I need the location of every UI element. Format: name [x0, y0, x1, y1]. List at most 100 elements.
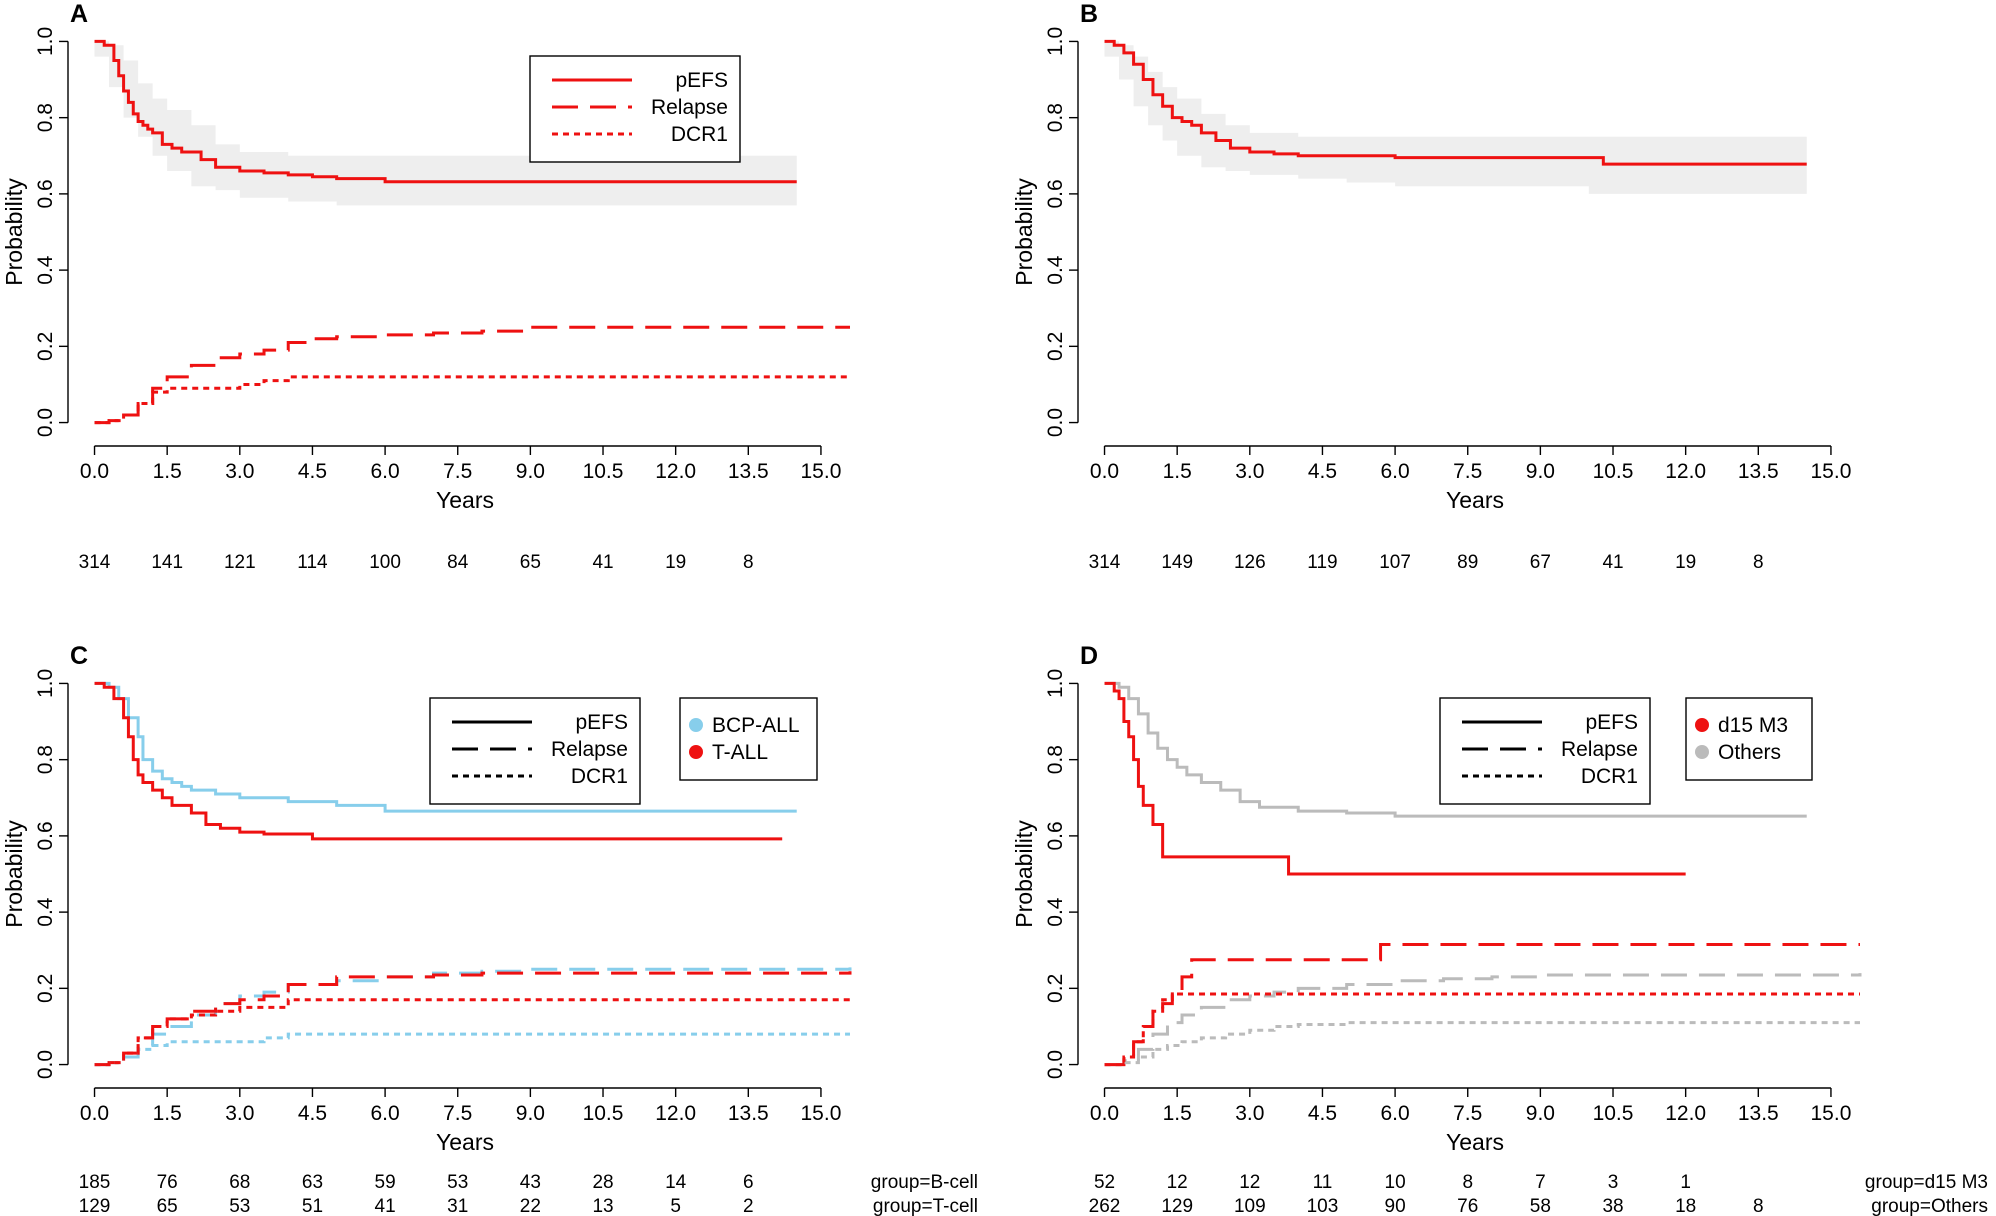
risk-count: 53 — [229, 1196, 250, 1216]
risk-count: 121 — [224, 552, 256, 573]
y-tick-label: 1.0 — [34, 669, 57, 698]
plot-area — [1104, 39, 1807, 194]
x-tick-label: 0.0 — [1090, 460, 1119, 483]
legend-line-styles: pEFS Relapse DCR1 — [1439, 697, 1651, 805]
legend-label: T-ALL — [712, 741, 768, 764]
y-tick-label: 0.2 — [34, 332, 57, 361]
legend-label: DCR1 — [1581, 765, 1638, 788]
y-axis-label: Probability — [1, 178, 27, 286]
series-line-others-dcr1 — [1104, 1021, 1860, 1067]
x-tick-label: 3.0 — [1235, 460, 1264, 483]
legend-label: pEFS — [575, 711, 628, 734]
risk-count: 31 — [447, 1196, 468, 1216]
y-tick-label: 0.2 — [34, 974, 57, 1003]
legend-dot-red — [689, 745, 703, 759]
risk-count: 41 — [1602, 552, 1623, 573]
risk-count: 114 — [297, 552, 328, 573]
x-tick-label: 12.0 — [655, 460, 696, 483]
series-line-others-relapse — [1104, 973, 1862, 1067]
legend-label: BCP-ALL — [712, 714, 800, 737]
risk-count: 68 — [229, 1172, 250, 1193]
risk-count: 84 — [447, 552, 469, 573]
risk-count: 65 — [157, 1196, 178, 1216]
x-tick-label: 3.0 — [225, 460, 254, 483]
y-axis-label: Probability — [1011, 178, 1037, 286]
risk-count: 107 — [1379, 552, 1411, 573]
plot-area — [94, 681, 852, 1067]
risk-count: 19 — [665, 552, 686, 573]
risk-count: 51 — [302, 1196, 323, 1216]
risk-count: 67 — [1530, 552, 1551, 573]
risk-count: 8 — [1753, 1196, 1764, 1216]
y-tick-label: 0.6 — [34, 821, 57, 850]
y-tick-label: 0.8 — [1044, 745, 1067, 774]
y-tick-label: 1.0 — [1044, 669, 1067, 698]
risk-count: 185 — [79, 1172, 111, 1193]
risk-count: 126 — [1234, 552, 1266, 573]
legend-label: DCR1 — [571, 765, 628, 788]
series-line-d15-m3-pefs — [1104, 681, 1686, 876]
panel-letter: B — [1080, 0, 1098, 28]
x-tick-label: 1.5 — [1163, 460, 1192, 483]
series-line-relapse — [94, 325, 850, 425]
risk-count: 18 — [1675, 1196, 1696, 1216]
risk-count: 5 — [670, 1196, 681, 1216]
y-tick-label: 0.2 — [1044, 332, 1067, 361]
risk-count: 76 — [157, 1172, 178, 1193]
axes: 0.0 0.2 0.4 0.6 0.8 1.0 0.0 1.5 3.0 4.5 6.0 7.5 9.0 1… — [1, 669, 841, 1155]
legend-label: pEFS — [675, 69, 728, 92]
risk-count: 262 — [1089, 1196, 1121, 1216]
x-axis-label: Years — [1446, 487, 1504, 513]
y-tick-label: 0.0 — [34, 1050, 57, 1079]
risk-count: 41 — [375, 1196, 396, 1216]
y-tick-label: 0.6 — [1044, 179, 1067, 208]
risk-count: 22 — [520, 1196, 541, 1216]
risk-count: 314 — [79, 552, 111, 573]
x-tick-label: 1.5 — [153, 1102, 182, 1125]
x-tick-label: 15.0 — [801, 460, 842, 483]
risk-count: 129 — [79, 1196, 111, 1216]
risk-count: 53 — [447, 1172, 468, 1193]
risk-count: 11 — [1313, 1172, 1333, 1193]
x-tick-label: 1.5 — [153, 460, 182, 483]
y-tick-label: 0.8 — [34, 103, 57, 132]
y-tick-label: 0.0 — [1044, 408, 1067, 437]
risk-table: 52 12 12 11 10 8 7 3 1 group=d15 M3 262 129 109 103 90… — [1089, 1172, 1988, 1216]
x-tick-label: 3.0 — [225, 1102, 254, 1125]
plot-area — [94, 39, 850, 425]
x-tick-label: 13.5 — [1738, 460, 1779, 483]
x-axis-label: Years — [436, 487, 494, 513]
x-tick-label: 13.5 — [728, 1102, 769, 1125]
risk-count: 100 — [369, 552, 401, 573]
series-line-dcr1 — [94, 375, 850, 425]
legend-box — [429, 697, 641, 805]
risk-count: 314 — [1089, 552, 1121, 573]
legend-label: Relapse — [651, 96, 728, 119]
series-line-bcp-all-dcr1 — [94, 1032, 850, 1067]
x-tick-label: 15.0 — [1811, 460, 1852, 483]
y-tick-label: 0.4 — [1044, 897, 1067, 927]
series-line-bcp-all-pefs — [94, 681, 797, 813]
x-tick-label: 10.5 — [583, 1102, 624, 1125]
x-tick-label: 10.5 — [1593, 1102, 1634, 1125]
risk-count: 58 — [1530, 1196, 1551, 1216]
y-tick-label: 0.2 — [1044, 974, 1067, 1003]
x-tick-label: 9.0 — [1526, 460, 1555, 483]
x-tick-label: 6.0 — [370, 460, 399, 483]
x-tick-label: 6.0 — [1380, 460, 1409, 483]
legend-box — [679, 697, 818, 781]
y-axis-label: Probability — [1, 820, 27, 928]
axes: 0.0 0.2 0.4 0.6 0.8 1.0 0.0 1.5 3.0 4.5 6.0 7.5 9.0 1… — [1011, 669, 1851, 1155]
risk-count: 28 — [592, 1172, 613, 1193]
panel-letter: A — [70, 0, 88, 28]
y-tick-label: 1.0 — [1044, 27, 1067, 56]
legend-label: Others — [1718, 741, 1781, 764]
legend-label: Relapse — [551, 738, 628, 761]
risk-count: 103 — [1307, 1196, 1339, 1216]
legend-box — [1439, 697, 1651, 805]
risk-count: 8 — [1462, 1172, 1473, 1193]
risk-count: 63 — [302, 1172, 323, 1193]
risk-table: 314 149 126 119 107 89 67 41 19 8 — [1089, 552, 1764, 573]
risk-count: 43 — [520, 1172, 541, 1193]
